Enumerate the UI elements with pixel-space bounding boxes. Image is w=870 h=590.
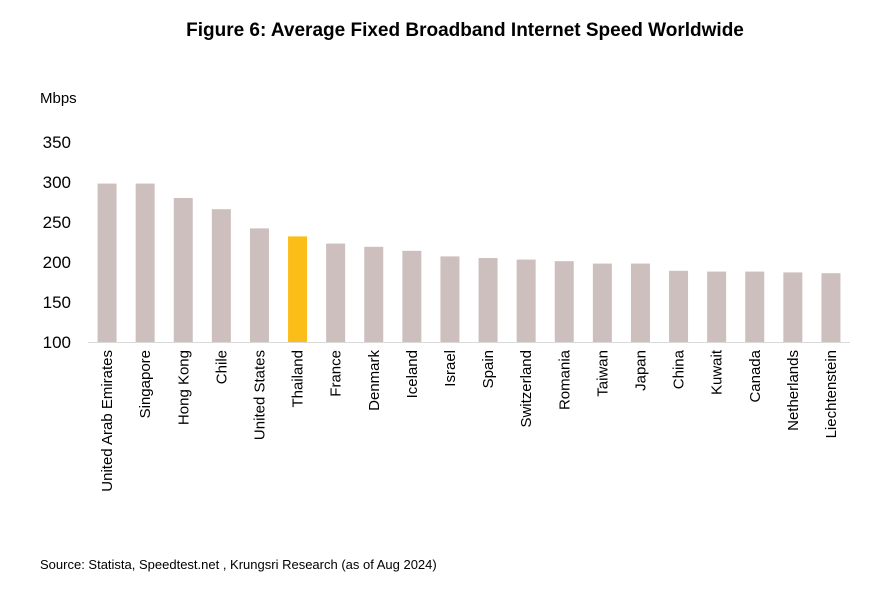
bar-taiwan <box>592 263 612 342</box>
x-category-label: United States <box>251 350 268 440</box>
bar-singapore <box>135 183 155 342</box>
bar-switzerland <box>516 259 536 342</box>
x-category-label: Singapore <box>137 350 154 418</box>
bar-romania <box>554 261 574 342</box>
bar-chile <box>211 209 231 342</box>
bar-japan <box>630 263 650 342</box>
x-category-label: Switzerland <box>518 350 535 428</box>
y-tick-label: 200 <box>43 253 71 272</box>
x-category-label: Iceland <box>404 350 421 398</box>
bar-united-states <box>249 228 269 342</box>
bar-netherlands <box>783 272 803 342</box>
bar-liechtenstein <box>821 273 841 342</box>
bar-hong-kong <box>173 198 193 342</box>
y-axis-unit-label: Mbps <box>40 90 77 107</box>
bar-canada <box>745 271 765 342</box>
x-category-label: Denmark <box>366 350 383 411</box>
bar-israel <box>440 256 460 342</box>
bar-iceland <box>402 250 422 342</box>
x-category-label: Netherlands <box>785 350 802 431</box>
chart-title: Figure 6: Average Fixed Broadband Intern… <box>186 20 744 41</box>
y-tick-label: 100 <box>43 333 71 352</box>
x-category-label: United Arab Emirates <box>99 350 116 492</box>
y-tick-label: 350 <box>43 133 71 152</box>
y-tick-label: 150 <box>43 293 71 312</box>
bar-spain <box>478 258 498 342</box>
x-category-label: Thailand <box>290 350 307 408</box>
x-category-label: Kuwait <box>709 349 726 395</box>
bar-kuwait <box>707 271 727 342</box>
source-note: Source: Statista, Speedtest.net , Krungs… <box>40 557 437 572</box>
x-category-label: China <box>671 349 688 389</box>
bar-france <box>326 243 346 342</box>
bar-china <box>669 270 689 342</box>
bar-denmark <box>364 246 384 342</box>
x-category-label: Liechtenstein <box>823 350 840 438</box>
x-category-label: Romania <box>556 349 573 410</box>
x-category-label: France <box>328 350 345 397</box>
x-category-label: Taiwan <box>594 350 611 397</box>
y-tick-label: 250 <box>43 213 71 232</box>
x-category-label: Hong Kong <box>175 350 192 425</box>
x-category-label: Spain <box>480 350 497 388</box>
x-category-label: Chile <box>213 350 230 384</box>
y-tick-label: 300 <box>43 173 71 192</box>
bar-united-arab-emirates <box>97 183 117 342</box>
x-category-label: Japan <box>632 350 649 391</box>
x-category-label: Israel <box>442 350 459 387</box>
x-category-label: Canada <box>747 349 764 402</box>
bar-thailand <box>288 236 308 342</box>
